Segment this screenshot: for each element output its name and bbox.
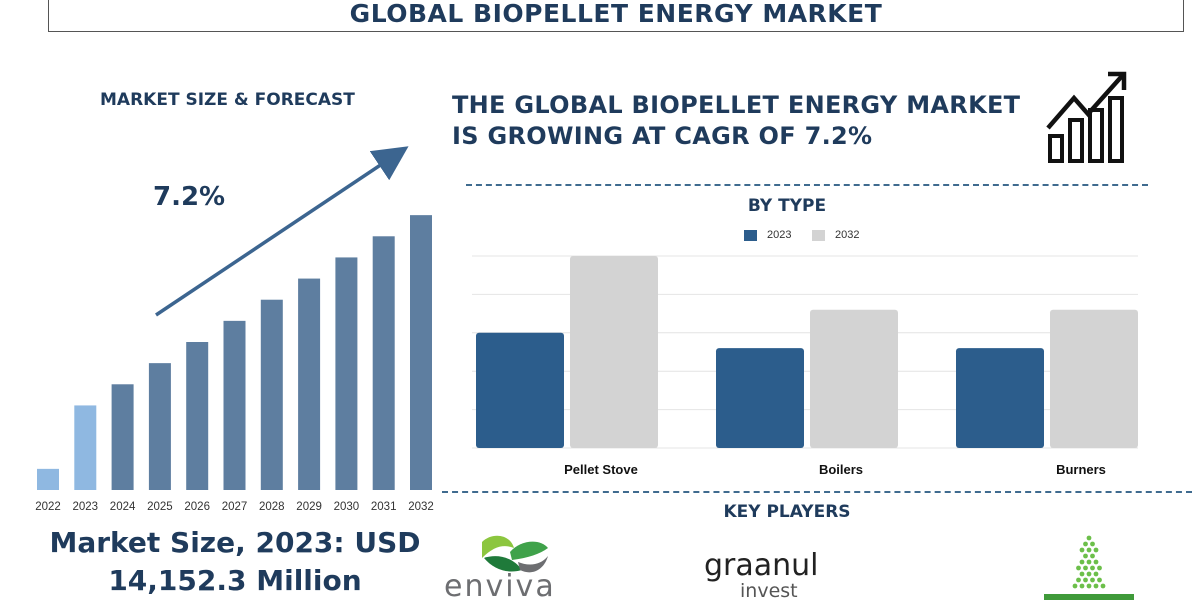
forecast-tick-2023: 2023 — [73, 501, 99, 513]
divider-bottom — [442, 491, 1192, 493]
forecast-bar-2027 — [223, 320, 246, 490]
by-type-title: BY TYPE — [747, 196, 827, 216]
legend-label-2032: 2032 — [835, 229, 860, 241]
growth-chart-icon — [1046, 71, 1127, 163]
type-category-label: Pellet Stove — [564, 462, 638, 477]
graanul-wordmark: graanul — [704, 548, 819, 583]
type-category-label: Boilers — [819, 462, 863, 477]
forecast-bar-2028 — [260, 299, 283, 490]
forecast-tick-2029: 2029 — [296, 501, 322, 513]
key-players-title: KEY PLAYERS — [723, 502, 851, 522]
forecast-tick-2031: 2031 — [371, 501, 397, 513]
forecast-bar-2023 — [74, 405, 97, 490]
legend-swatch-2032 — [812, 229, 825, 241]
type-bar-burners-2023 — [956, 348, 1044, 448]
market-size-statement: Market Size, 2023: USD 14,152.3 Million — [0, 524, 470, 600]
type-bar-boilers-2032 — [810, 309, 898, 448]
graanul-invest-logo: graanul invest — [704, 548, 819, 600]
headline-line-1: THE GLOBAL BIOPELLET ENERGY MARKET — [452, 91, 1021, 119]
legend-swatch-2023 — [744, 229, 757, 241]
forecast-tick-2025: 2025 — [147, 501, 173, 513]
type-bar-pellet-stove-2032 — [570, 256, 658, 448]
legend-item-2032: 2032 — [812, 229, 859, 241]
type-category-label: Burners — [1056, 462, 1106, 477]
market-size-line-2: 14,152.3 Million — [108, 564, 362, 597]
forecast-tick-2022: 2022 — [35, 501, 61, 513]
forecast-tick-2027: 2027 — [222, 501, 248, 513]
forecast-tick-2030: 2030 — [334, 501, 360, 513]
type-bar-boilers-2023 — [716, 348, 804, 448]
type-bar-pellet-stove-2023 — [476, 332, 564, 448]
forecast-bar-2024 — [111, 384, 134, 490]
enviva-wordmark: enviva — [444, 569, 556, 600]
headline-line-2: IS GROWING AT CAGR OF 7.2% — [452, 122, 873, 150]
cagr-annotation: 7.2% — [153, 182, 226, 212]
forecast-tick-2024: 2024 — [110, 501, 136, 513]
cagr-headline: THE GLOBAL BIOPELLET ENERGY MARKET IS GR… — [452, 90, 1032, 152]
trend-arrow — [155, 146, 409, 317]
invest-wordmark: invest — [740, 580, 798, 600]
forecast-title: MARKET SIZE & FORECAST — [100, 90, 355, 110]
forecast-bar-2022 — [37, 468, 59, 490]
legend-item-2023: 2023 — [744, 229, 791, 241]
biopellet-logo — [1044, 535, 1134, 600]
divider-top — [466, 184, 1148, 186]
forecast-tick-2026: 2026 — [184, 501, 210, 513]
forecast-tick-2032: 2032 — [408, 501, 434, 513]
forecast-bar-chart: 2022 2023 2024 2025 2026 2027 2028 2029 2030 2031… — [35, 146, 434, 513]
type-bar-burners-2032 — [1050, 309, 1138, 448]
market-size-line-1: Market Size, 2023: USD — [49, 526, 421, 559]
forecast-bar-2031 — [372, 236, 395, 490]
forecast-bar-2026 — [186, 342, 209, 490]
enviva-logo: enviva — [444, 535, 556, 600]
legend-label-2023: 2023 — [767, 229, 792, 241]
by-type-bar-chart: Pellet Stove Boilers Burners — [472, 255, 1138, 477]
forecast-bar-2030 — [335, 257, 358, 490]
page-title: GLOBAL BIOPELLET ENERGY MARKET — [349, 0, 883, 28]
forecast-bar-2025 — [148, 363, 171, 490]
forecast-bar-2029 — [298, 278, 321, 490]
title-banner: GLOBAL BIOPELLET ENERGY MARKET — [48, 0, 1184, 32]
forecast-tick-2028: 2028 — [259, 501, 285, 513]
forecast-bar-2032 — [410, 215, 432, 490]
